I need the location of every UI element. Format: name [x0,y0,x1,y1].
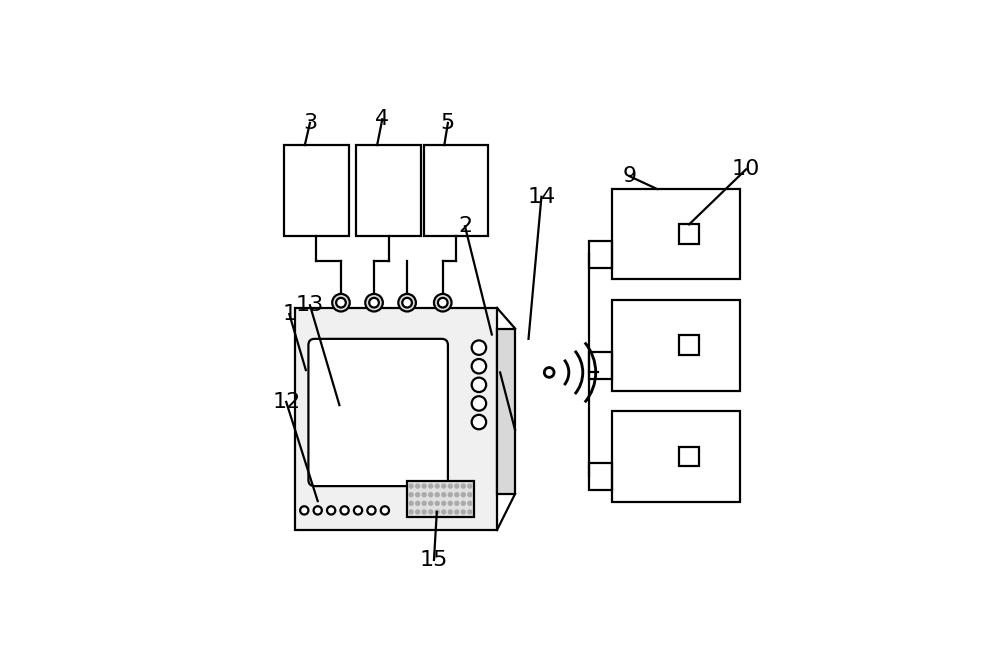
Circle shape [416,502,419,505]
Circle shape [336,298,346,307]
Bar [612,300,740,391]
Circle shape [449,502,452,505]
Circle shape [410,493,413,497]
Circle shape [436,484,439,488]
Circle shape [436,493,439,497]
Circle shape [436,502,439,505]
Circle shape [429,484,432,488]
Bar [356,145,421,236]
Circle shape [449,511,452,513]
Text: 10: 10 [732,160,760,179]
Text: 5: 5 [441,113,455,133]
Circle shape [365,294,383,311]
Circle shape [449,484,452,488]
Text: 15: 15 [420,550,448,570]
Circle shape [472,340,486,355]
Circle shape [423,493,426,497]
Circle shape [410,484,413,488]
Circle shape [434,294,452,311]
Circle shape [367,506,376,515]
Bar [589,241,612,268]
Circle shape [429,502,432,505]
Text: 13: 13 [296,295,324,315]
Circle shape [416,493,419,497]
Circle shape [472,415,486,429]
Circle shape [442,484,445,488]
Circle shape [462,502,465,505]
Circle shape [438,298,448,307]
Circle shape [472,378,486,392]
Circle shape [472,396,486,411]
Circle shape [410,502,413,505]
Circle shape [429,493,432,497]
Circle shape [429,511,432,513]
Circle shape [544,367,554,378]
Circle shape [416,511,419,513]
Circle shape [436,511,439,513]
Bar [295,308,497,530]
Circle shape [442,502,445,505]
Circle shape [442,511,445,513]
Bar [589,463,612,490]
Circle shape [442,493,445,497]
Bar [612,189,740,279]
Text: 14: 14 [527,187,556,207]
Circle shape [462,484,465,488]
Circle shape [462,493,465,497]
Bar [679,336,699,355]
Circle shape [410,511,413,513]
Circle shape [300,506,308,515]
Circle shape [455,502,458,505]
Text: 9: 9 [622,166,636,186]
Bar [679,224,699,244]
Bar [589,352,612,378]
Circle shape [327,506,335,515]
Text: 1: 1 [282,304,296,324]
Circle shape [547,370,552,375]
Bar [612,411,740,502]
Circle shape [402,298,412,307]
Circle shape [449,493,452,497]
Bar [284,145,349,236]
Circle shape [340,506,349,515]
Bar [407,481,474,517]
Circle shape [468,502,471,505]
Circle shape [468,493,471,497]
Bar [424,145,488,236]
Circle shape [416,484,419,488]
Circle shape [332,294,350,311]
Circle shape [468,484,471,488]
Bar [497,329,515,494]
FancyBboxPatch shape [308,339,448,486]
Text: 4: 4 [375,109,389,130]
Circle shape [423,511,426,513]
Circle shape [314,506,322,515]
Text: 2: 2 [458,216,472,236]
Circle shape [369,298,379,307]
Text: 3: 3 [303,113,317,133]
Text: 12: 12 [272,392,300,412]
Circle shape [468,511,471,513]
Circle shape [462,511,465,513]
Circle shape [423,502,426,505]
Circle shape [472,359,486,374]
Circle shape [381,506,389,515]
Circle shape [354,506,362,515]
Circle shape [455,484,458,488]
Circle shape [455,511,458,513]
Circle shape [423,484,426,488]
Circle shape [455,493,458,497]
Bar [679,447,699,466]
Circle shape [398,294,416,311]
